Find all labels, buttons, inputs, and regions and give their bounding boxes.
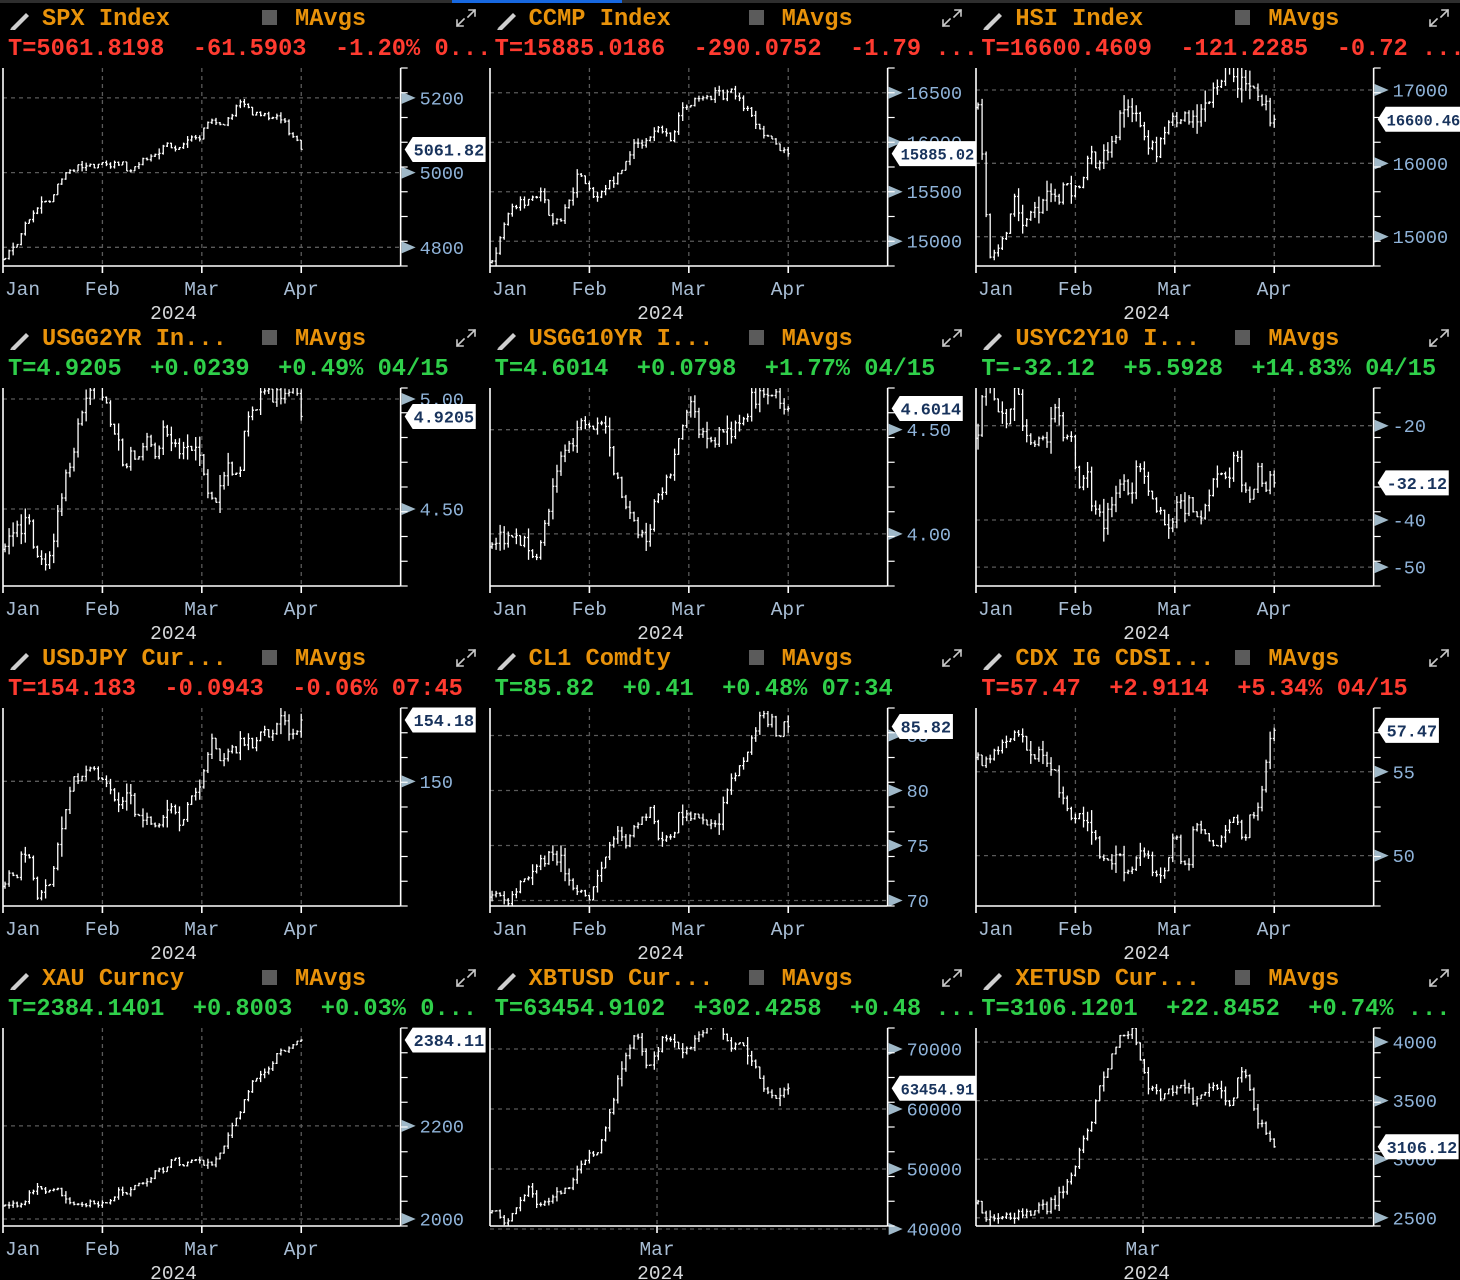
svg-text:Mar: Mar <box>184 1239 219 1261</box>
svg-text:Mar: Mar <box>671 599 706 621</box>
svg-text:Mar: Mar <box>1158 599 1193 621</box>
svg-text:Apr: Apr <box>284 599 319 621</box>
svg-text:15000: 15000 <box>906 233 961 254</box>
svg-text:60000: 60000 <box>906 1101 961 1122</box>
svg-text:Mar: Mar <box>671 279 706 301</box>
svg-text:Mar: Mar <box>184 599 219 621</box>
svg-text:Mar: Mar <box>1158 919 1193 941</box>
svg-text:70000: 70000 <box>906 1041 961 1062</box>
svg-text:Jan: Jan <box>492 919 527 941</box>
svg-text:15000: 15000 <box>1393 228 1448 249</box>
svg-text:4.9205: 4.9205 <box>414 409 474 428</box>
svg-text:16000: 16000 <box>1393 155 1448 176</box>
svg-text:2384.11: 2384.11 <box>414 1033 484 1052</box>
svg-text:Jan: Jan <box>492 599 527 621</box>
svg-text:Mar: Mar <box>671 919 706 941</box>
svg-text:Mar: Mar <box>1126 1239 1161 1261</box>
svg-text:Jan: Jan <box>5 279 40 301</box>
svg-text:Apr: Apr <box>1257 919 1292 941</box>
svg-text:Feb: Feb <box>572 919 607 941</box>
svg-text:55: 55 <box>1393 763 1415 784</box>
svg-text:16500: 16500 <box>906 84 961 105</box>
svg-text:70: 70 <box>906 892 928 913</box>
svg-text:Jan: Jan <box>492 279 527 301</box>
svg-text:Feb: Feb <box>85 599 120 621</box>
svg-text:154.18: 154.18 <box>414 713 474 732</box>
svg-text:4.50: 4.50 <box>420 500 464 521</box>
svg-text:2024: 2024 <box>637 1263 684 1280</box>
svg-text:4.00: 4.00 <box>906 525 950 546</box>
svg-text:3106.12: 3106.12 <box>1387 1140 1458 1159</box>
svg-text:80: 80 <box>906 782 928 803</box>
svg-text:Feb: Feb <box>85 279 120 301</box>
svg-text:50: 50 <box>1393 847 1415 868</box>
svg-text:Jan: Jan <box>978 599 1013 621</box>
svg-text:-50: -50 <box>1393 559 1426 580</box>
svg-text:Apr: Apr <box>284 279 319 301</box>
svg-text:Apr: Apr <box>1257 279 1292 301</box>
svg-text:Jan: Jan <box>5 919 40 941</box>
svg-text:Feb: Feb <box>1058 279 1093 301</box>
svg-text:5061.82: 5061.82 <box>414 143 484 162</box>
svg-text:Apr: Apr <box>1257 599 1292 621</box>
svg-text:63454.91: 63454.91 <box>900 1081 974 1099</box>
svg-text:Mar: Mar <box>184 279 219 301</box>
svg-text:Feb: Feb <box>572 599 607 621</box>
svg-text:40000: 40000 <box>906 1220 961 1241</box>
svg-text:Mar: Mar <box>184 919 219 941</box>
svg-text:Mar: Mar <box>1158 279 1193 301</box>
svg-text:5200: 5200 <box>420 89 464 110</box>
svg-text:2024: 2024 <box>1123 1263 1170 1280</box>
svg-text:4800: 4800 <box>420 239 464 260</box>
svg-text:4000: 4000 <box>1393 1034 1437 1055</box>
svg-text:85.82: 85.82 <box>900 719 950 738</box>
svg-text:Apr: Apr <box>770 919 805 941</box>
svg-text:3500: 3500 <box>1393 1092 1437 1113</box>
svg-text:Jan: Jan <box>5 1239 40 1261</box>
svg-text:2500: 2500 <box>1393 1209 1437 1230</box>
svg-text:4.6014: 4.6014 <box>900 402 960 421</box>
svg-text:Mar: Mar <box>639 1239 674 1261</box>
svg-text:-32.12: -32.12 <box>1387 476 1447 495</box>
svg-text:-20: -20 <box>1393 417 1426 438</box>
svg-text:Feb: Feb <box>85 919 120 941</box>
svg-text:2000: 2000 <box>420 1211 464 1232</box>
svg-text:4.50: 4.50 <box>906 421 950 442</box>
svg-text:15500: 15500 <box>906 183 961 204</box>
svg-text:15885.02: 15885.02 <box>900 147 974 165</box>
svg-text:75: 75 <box>906 837 928 858</box>
svg-text:16600.46: 16600.46 <box>1387 112 1460 130</box>
svg-text:Feb: Feb <box>85 1239 120 1261</box>
svg-text:Apr: Apr <box>284 1239 319 1261</box>
svg-text:50000: 50000 <box>906 1160 961 1181</box>
svg-text:Feb: Feb <box>572 279 607 301</box>
svg-text:Apr: Apr <box>770 279 805 301</box>
svg-text:2024: 2024 <box>150 1263 197 1280</box>
svg-text:57.47: 57.47 <box>1387 723 1437 742</box>
svg-text:Jan: Jan <box>978 919 1013 941</box>
svg-text:Feb: Feb <box>1058 919 1093 941</box>
svg-text:Jan: Jan <box>5 599 40 621</box>
svg-text:Apr: Apr <box>770 599 805 621</box>
svg-text:17000: 17000 <box>1393 82 1448 103</box>
svg-text:2200: 2200 <box>420 1117 464 1138</box>
svg-text:5000: 5000 <box>420 164 464 185</box>
svg-text:-40: -40 <box>1393 511 1426 532</box>
svg-text:Apr: Apr <box>284 919 319 941</box>
svg-text:Jan: Jan <box>978 279 1013 301</box>
svg-text:Feb: Feb <box>1058 599 1093 621</box>
svg-text:150: 150 <box>420 773 453 794</box>
